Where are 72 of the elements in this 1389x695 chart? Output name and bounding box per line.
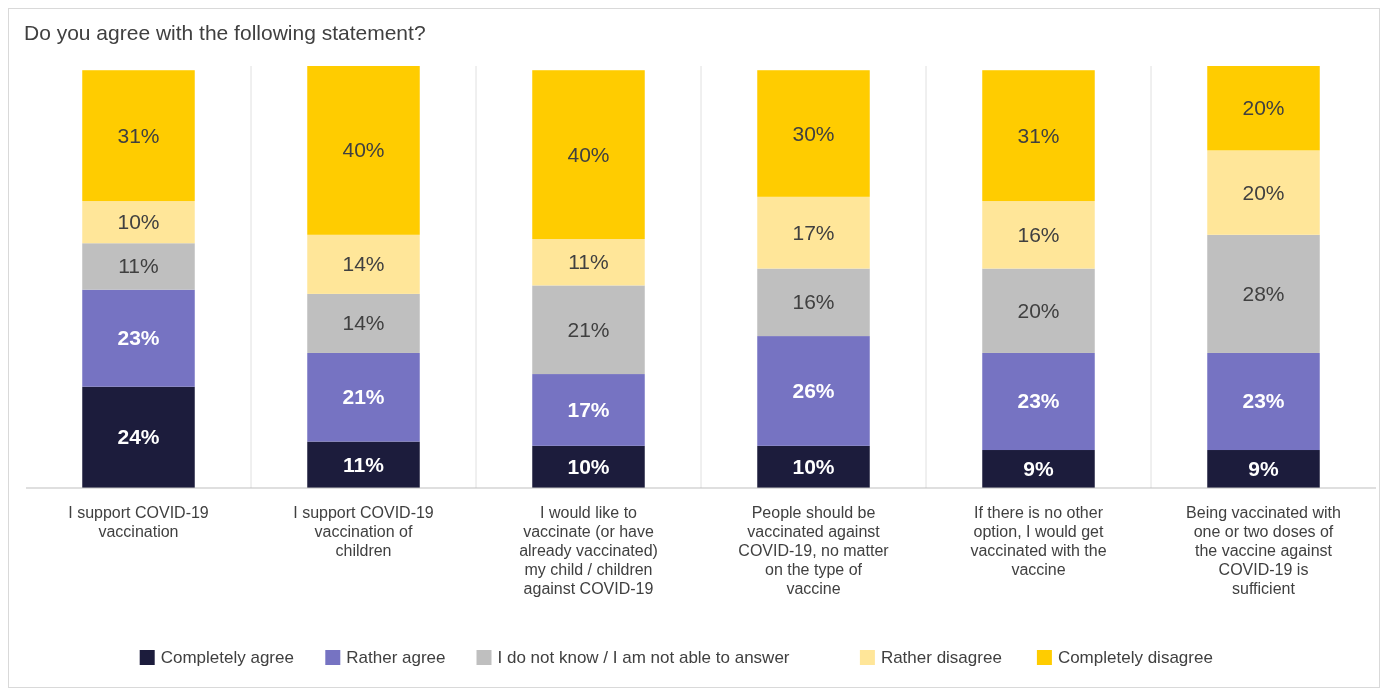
bar: [1207, 352, 1320, 451]
x-tick-label: People should be vaccinated against COVID-19, no matter on the type of vaccine: [738, 504, 890, 597]
data-label: 11%: [118, 254, 159, 278]
bar: [982, 450, 1095, 488]
bar: [82, 243, 195, 290]
bar: [307, 441, 420, 488]
data-label: 23%: [1017, 389, 1060, 413]
data-label: 26%: [792, 378, 835, 402]
bar: [757, 445, 870, 488]
data-label: 20%: [1242, 96, 1285, 120]
data-label: 10%: [117, 210, 160, 234]
data-label: 17%: [567, 397, 610, 421]
data-label: 31%: [1017, 123, 1060, 147]
bar: [82, 70, 195, 202]
bar: [1207, 66, 1320, 151]
data-label: 21%: [567, 317, 610, 341]
bar: [307, 352, 420, 442]
bar: [757, 196, 870, 269]
bar: [757, 70, 870, 197]
x-tick-label: If there is no other option, I would get vaccinated with the vaccine: [970, 504, 1107, 578]
bar: [82, 386, 195, 488]
data-label: 10%: [567, 454, 610, 478]
data-label: 9%: [1023, 457, 1054, 481]
x-tick-label: I support COVID-19 vaccination of children: [293, 504, 434, 559]
bar: [82, 201, 195, 244]
bar: [982, 352, 1095, 451]
data-label: 23%: [117, 326, 160, 350]
bar: [1207, 234, 1320, 353]
data-label: 11%: [343, 452, 385, 476]
data-label: 17%: [792, 220, 835, 244]
data-label: 40%: [567, 142, 610, 166]
bar: [532, 445, 645, 488]
x-tick-label: I support COVID-19 vaccination: [68, 504, 209, 540]
bar: [532, 239, 645, 286]
data-label: 14%: [342, 252, 385, 276]
bar: [757, 268, 870, 337]
data-label: 30%: [792, 121, 835, 145]
data-label: 24%: [117, 425, 160, 449]
data-label: 40%: [342, 138, 385, 162]
bar: [307, 234, 420, 294]
legend-label: I do not know / I am not able to answer: [497, 648, 790, 667]
legend-label: Rather disagree: [880, 648, 1002, 667]
data-label: 16%: [792, 290, 835, 314]
x-tick-label: I would like to vaccinate (or have already vaccinated) my child / children against COVID-19: [519, 504, 658, 597]
bar: [1207, 150, 1320, 235]
legend-label: Completely disagree: [1057, 648, 1213, 667]
bar: [82, 289, 195, 387]
data-label: 11%: [568, 250, 609, 274]
bar: [307, 293, 420, 353]
bar: [532, 374, 645, 446]
data-label: 28%: [1242, 281, 1285, 305]
bar: [532, 285, 645, 375]
data-label: 14%: [342, 311, 385, 335]
bar: [982, 70, 1095, 202]
bar: [982, 201, 1095, 269]
bar: [757, 336, 870, 446]
bar: [982, 268, 1095, 353]
bar: [532, 70, 645, 240]
data-label: 20%: [1242, 180, 1285, 204]
legend-label: Completely agree: [160, 648, 294, 667]
x-tick-label: Being vaccinated with one or two doses of the vaccine against COVID-19 is sufficient: [1186, 504, 1341, 597]
chart-title: Do you agree with the following statement?: [24, 21, 426, 44]
bar: [307, 66, 420, 235]
data-label: 31%: [117, 123, 160, 147]
data-label: 9%: [1248, 457, 1279, 481]
data-label: 20%: [1017, 298, 1060, 322]
data-label: 21%: [342, 385, 385, 409]
legend-label: Rather agree: [346, 648, 446, 667]
data-label: 10%: [792, 454, 835, 478]
data-label: 23%: [1242, 389, 1285, 413]
bar: [1207, 450, 1320, 488]
data-label: 16%: [1017, 222, 1060, 246]
